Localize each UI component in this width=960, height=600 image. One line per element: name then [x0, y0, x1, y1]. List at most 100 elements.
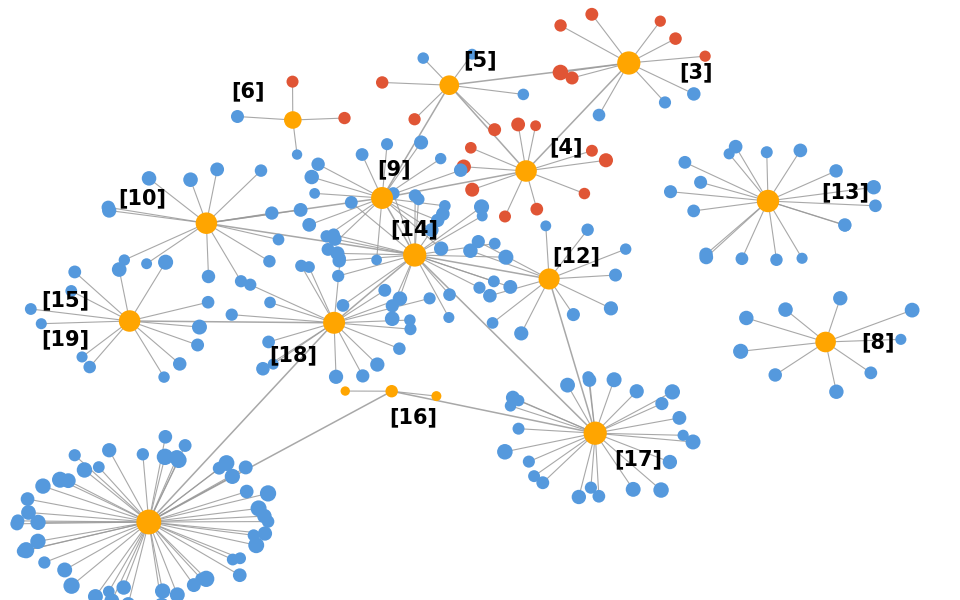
- Point: [503, 282, 518, 292]
- Point: [392, 344, 407, 353]
- Point: [471, 283, 487, 293]
- Point: [157, 432, 173, 442]
- Point: [654, 485, 669, 495]
- Point: [560, 380, 575, 390]
- Point: [266, 359, 281, 369]
- Point: [470, 237, 486, 247]
- Point: [369, 255, 384, 265]
- Point: [211, 463, 227, 473]
- Point: [511, 119, 526, 129]
- Point: [435, 209, 450, 219]
- Point: [698, 250, 713, 259]
- Point: [598, 155, 613, 165]
- Point: [190, 340, 205, 350]
- Text: [13]: [13]: [821, 182, 869, 202]
- Point: [285, 115, 300, 125]
- Point: [759, 148, 775, 157]
- Point: [264, 208, 279, 218]
- Point: [416, 53, 431, 63]
- Point: [141, 517, 156, 527]
- Point: [229, 112, 245, 121]
- Point: [385, 301, 400, 311]
- Point: [608, 270, 623, 280]
- Text: [19]: [19]: [41, 329, 89, 349]
- Point: [828, 387, 844, 397]
- Point: [685, 437, 701, 447]
- Text: [10]: [10]: [118, 188, 166, 208]
- Point: [330, 248, 346, 258]
- Point: [677, 158, 692, 167]
- Point: [332, 254, 348, 263]
- Point: [485, 318, 500, 328]
- Point: [253, 166, 269, 175]
- Point: [505, 393, 520, 403]
- Point: [82, 362, 97, 372]
- Point: [539, 221, 554, 230]
- Point: [414, 137, 429, 147]
- Point: [186, 580, 202, 590]
- Point: [335, 301, 350, 310]
- Point: [116, 583, 132, 592]
- Point: [104, 596, 119, 600]
- Point: [516, 89, 531, 99]
- Point: [793, 146, 808, 155]
- Point: [553, 20, 568, 30]
- Point: [584, 10, 599, 19]
- Point: [157, 452, 173, 461]
- Point: [301, 220, 317, 230]
- Point: [171, 455, 186, 465]
- Point: [686, 89, 702, 99]
- Point: [294, 261, 309, 271]
- Point: [863, 368, 878, 377]
- Point: [621, 58, 636, 68]
- Point: [101, 587, 116, 596]
- Point: [355, 371, 371, 381]
- Point: [386, 188, 401, 198]
- Point: [201, 272, 216, 281]
- Point: [193, 574, 208, 584]
- Point: [474, 202, 490, 212]
- Point: [77, 465, 92, 475]
- Point: [583, 483, 598, 493]
- Point: [246, 530, 261, 540]
- Point: [63, 286, 79, 296]
- Point: [511, 424, 526, 433]
- Point: [662, 187, 678, 196]
- Point: [117, 255, 132, 265]
- Point: [377, 286, 393, 295]
- Point: [768, 370, 783, 380]
- Point: [463, 143, 478, 152]
- Point: [249, 541, 264, 550]
- Point: [285, 77, 300, 86]
- Text: [17]: [17]: [614, 449, 662, 469]
- Point: [434, 244, 449, 253]
- Point: [866, 182, 881, 192]
- Point: [344, 197, 359, 207]
- Point: [442, 80, 457, 90]
- Point: [374, 77, 390, 87]
- Point: [182, 175, 198, 185]
- Point: [293, 205, 308, 215]
- Point: [11, 516, 26, 526]
- Point: [497, 447, 513, 457]
- Point: [465, 185, 480, 194]
- Point: [301, 262, 317, 272]
- Text: [15]: [15]: [41, 290, 89, 310]
- Text: [9]: [9]: [376, 159, 411, 179]
- Point: [261, 337, 276, 347]
- Point: [157, 257, 173, 267]
- Point: [498, 253, 514, 262]
- Point: [330, 271, 346, 281]
- Point: [307, 188, 323, 198]
- Point: [74, 352, 89, 362]
- Point: [603, 304, 618, 313]
- Point: [422, 293, 438, 303]
- Point: [135, 449, 151, 459]
- Point: [141, 173, 156, 183]
- Point: [828, 166, 844, 176]
- Point: [262, 256, 277, 266]
- Point: [629, 386, 644, 396]
- Point: [225, 555, 240, 565]
- Point: [256, 511, 272, 521]
- Text: [4]: [4]: [550, 137, 583, 157]
